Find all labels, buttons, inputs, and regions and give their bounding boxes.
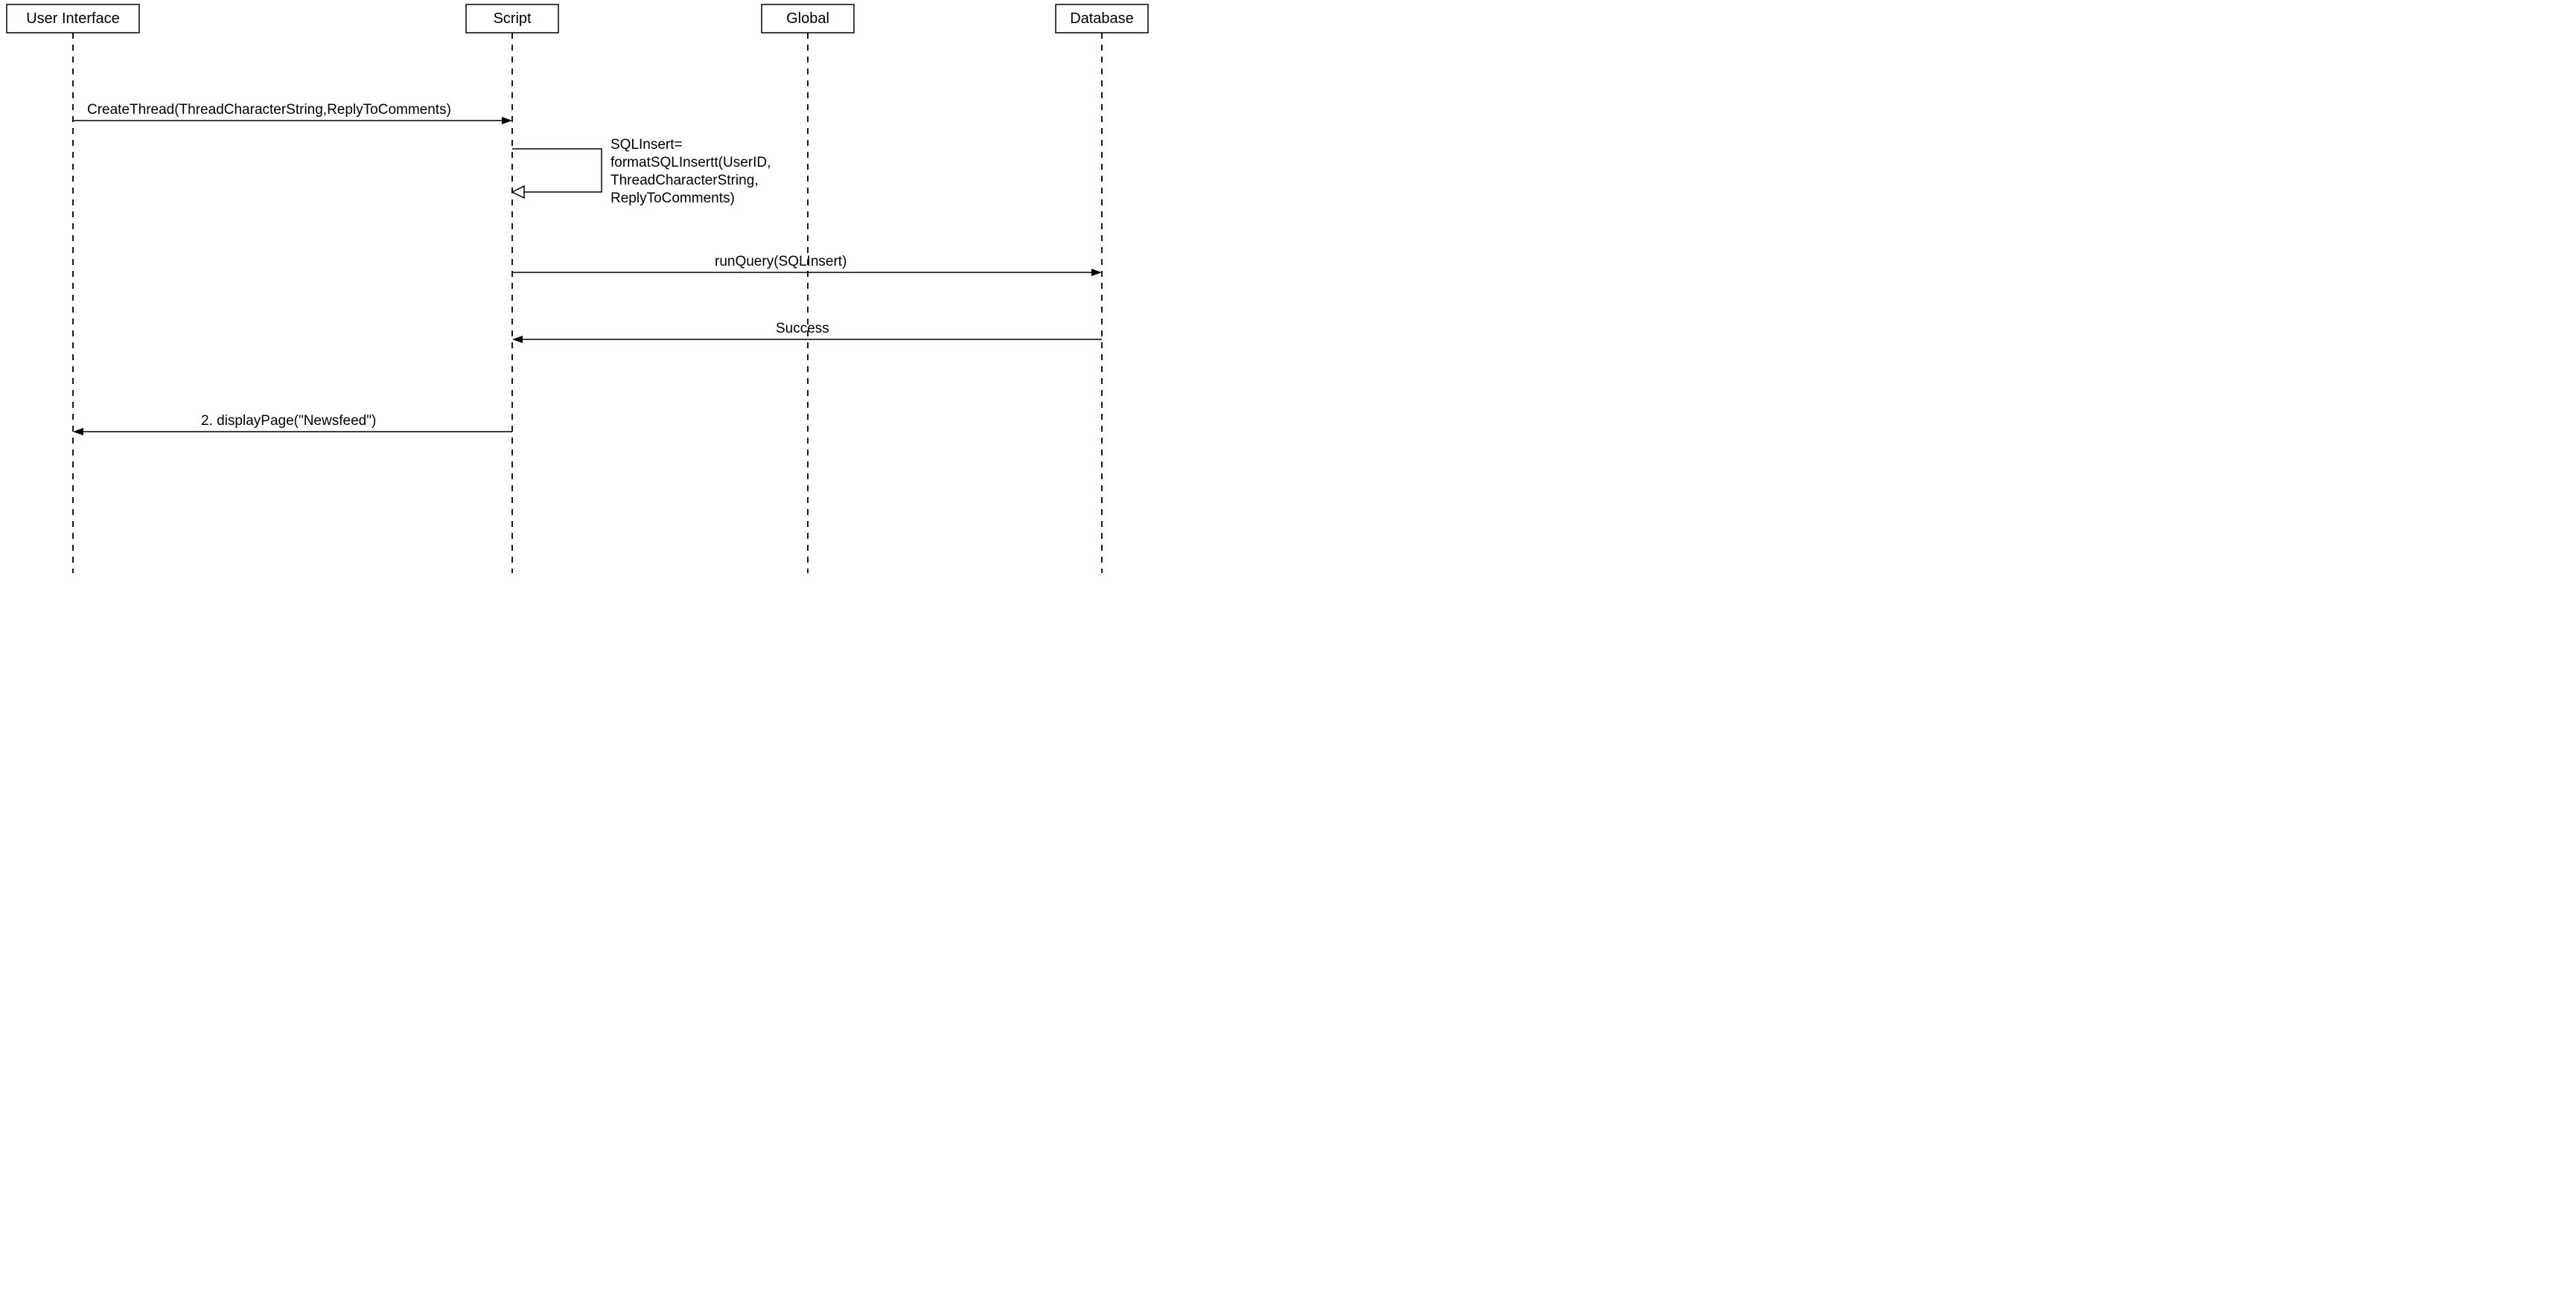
message-label-m2_self-line1: formatSQLInsertt(UserID, [610, 155, 771, 170]
message-label-m2_self-line0: SQLInsert= [610, 137, 683, 153]
message-label-m2_self-line2: ThreadCharacterString, [610, 173, 759, 188]
message-m2_self [512, 149, 602, 192]
message-label-m2_self-line3: ReplyToComments) [610, 191, 735, 206]
message-label-m3: runQuery(SQLInsert) [715, 254, 847, 269]
participant-label-database: Database [1070, 10, 1134, 27]
message-label-m5: 2. displayPage("Newsfeed") [201, 413, 376, 429]
sequence-diagram: User Interface Script Global Database Create… [0, 0, 1152, 580]
participant-label-global: Global [786, 10, 829, 27]
participant-label-ui: User Interface [26, 10, 120, 27]
participant-label-script: Script [493, 10, 532, 27]
message-label-m4: Success [776, 321, 829, 336]
message-label-m1: CreateThread(ThreadCharacterString,Reply… [87, 102, 451, 118]
